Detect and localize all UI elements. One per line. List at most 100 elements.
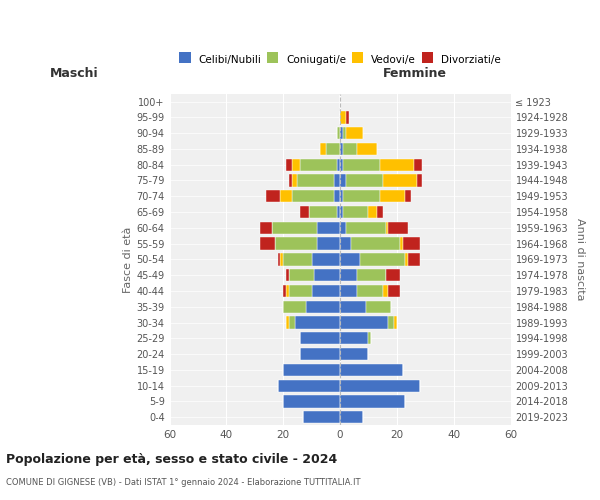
Bar [414, 158, 422, 171]
Bar [334, 190, 340, 202]
Bar [400, 238, 403, 250]
Bar [283, 300, 306, 313]
Bar [340, 143, 343, 155]
Bar [340, 380, 419, 392]
Bar [388, 316, 394, 328]
Bar [303, 411, 340, 424]
Bar [343, 127, 346, 140]
Bar [311, 285, 340, 297]
Text: Femmine: Femmine [383, 68, 447, 80]
Bar [280, 254, 283, 266]
Bar [283, 285, 286, 297]
Bar [386, 222, 388, 234]
Bar [278, 254, 280, 266]
Bar [311, 254, 340, 266]
Bar [289, 174, 292, 186]
Bar [337, 127, 340, 140]
Bar [286, 285, 289, 297]
Bar [340, 190, 343, 202]
Bar [380, 190, 406, 202]
Bar [340, 411, 363, 424]
Bar [406, 254, 408, 266]
Bar [317, 238, 340, 250]
Bar [360, 254, 406, 266]
Bar [300, 158, 337, 171]
Bar [340, 396, 406, 407]
Bar [286, 158, 292, 171]
Bar [406, 190, 411, 202]
Bar [286, 269, 289, 281]
Bar [343, 143, 357, 155]
Bar [300, 332, 340, 344]
Bar [388, 222, 408, 234]
Bar [340, 127, 343, 140]
Bar [340, 364, 403, 376]
Bar [340, 254, 360, 266]
Bar [343, 190, 380, 202]
Y-axis label: Fasce di età: Fasce di età [124, 226, 133, 292]
Bar [357, 269, 386, 281]
Bar [266, 190, 280, 202]
Bar [368, 332, 371, 344]
Bar [286, 316, 289, 328]
Bar [352, 238, 400, 250]
Bar [340, 285, 357, 297]
Bar [300, 206, 309, 218]
Bar [408, 254, 419, 266]
Text: Popolazione per età, sesso e stato civile - 2024: Popolazione per età, sesso e stato civil… [6, 452, 337, 466]
Bar [365, 300, 391, 313]
Bar [340, 269, 357, 281]
Bar [334, 174, 340, 186]
Bar [298, 174, 334, 186]
Bar [337, 158, 340, 171]
Bar [403, 238, 419, 250]
Bar [337, 206, 340, 218]
Bar [326, 143, 340, 155]
Bar [340, 316, 388, 328]
Bar [386, 269, 400, 281]
Bar [346, 174, 383, 186]
Bar [340, 174, 346, 186]
Bar [289, 285, 311, 297]
Bar [283, 254, 311, 266]
Bar [343, 158, 380, 171]
Text: Maschi: Maschi [50, 68, 98, 80]
Bar [394, 316, 397, 328]
Bar [300, 348, 340, 360]
Bar [340, 238, 352, 250]
Legend: Celibi/Nubili, Coniugati/e, Vedovi/e, Divorziati/e: Celibi/Nubili, Coniugati/e, Vedovi/e, Di… [178, 52, 503, 66]
Bar [292, 158, 300, 171]
Bar [289, 316, 295, 328]
Bar [357, 143, 377, 155]
Bar [340, 222, 346, 234]
Bar [260, 238, 275, 250]
Bar [289, 269, 314, 281]
Bar [309, 206, 337, 218]
Bar [343, 206, 368, 218]
Bar [340, 158, 343, 171]
Bar [346, 127, 363, 140]
Bar [292, 190, 334, 202]
Text: COMUNE DI GIGNESE (VB) - Dati ISTAT 1° gennaio 2024 - Elaborazione TUTTITALIA.IT: COMUNE DI GIGNESE (VB) - Dati ISTAT 1° g… [6, 478, 361, 487]
Bar [278, 380, 340, 392]
Bar [275, 238, 317, 250]
Bar [388, 285, 400, 297]
Bar [314, 269, 340, 281]
Bar [340, 111, 346, 124]
Bar [283, 396, 340, 407]
Bar [346, 222, 386, 234]
Bar [380, 158, 414, 171]
Bar [292, 174, 298, 186]
Bar [383, 285, 388, 297]
Bar [357, 285, 383, 297]
Bar [260, 222, 272, 234]
Bar [340, 332, 368, 344]
Bar [340, 300, 365, 313]
Bar [317, 222, 340, 234]
Bar [295, 316, 340, 328]
Bar [417, 174, 422, 186]
Bar [306, 300, 340, 313]
Bar [280, 190, 292, 202]
Bar [340, 348, 368, 360]
Bar [377, 206, 383, 218]
